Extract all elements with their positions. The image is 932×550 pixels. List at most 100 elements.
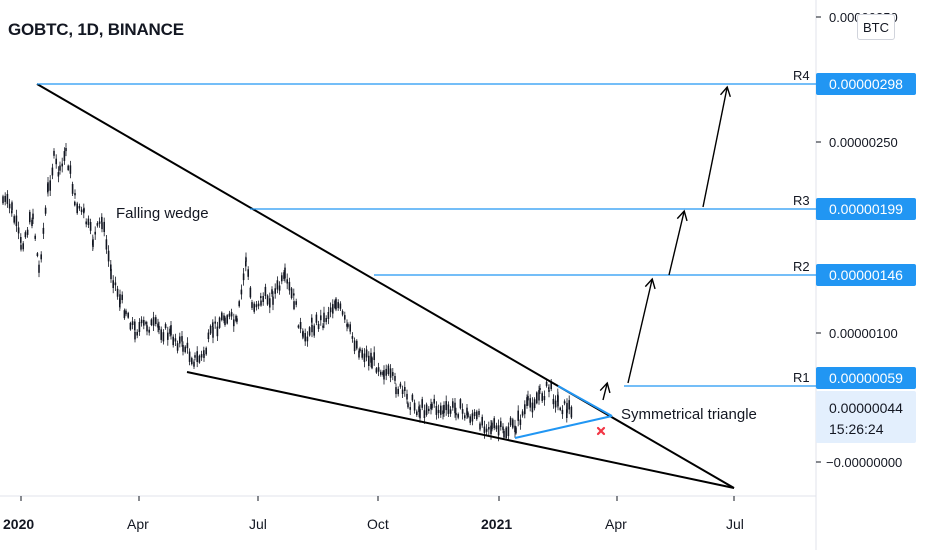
candle-body: [466, 407, 468, 416]
candle-body: [112, 280, 114, 288]
candle-body: [260, 296, 262, 299]
candle-body: [69, 165, 72, 174]
current-price-label[interactable]: 0.00000044 15:26:24: [816, 391, 916, 443]
candle-body: [536, 392, 538, 404]
candle-body: [356, 340, 358, 349]
candle-body: [74, 193, 76, 196]
candle-body: [481, 416, 483, 426]
candle-body: [184, 346, 186, 353]
candle-body: [529, 398, 531, 408]
candle-body: [134, 321, 136, 331]
r2-level-name: R2: [793, 259, 810, 274]
candle-body: [478, 411, 480, 415]
candle-body: [395, 387, 397, 395]
candle-body: [526, 397, 528, 406]
candle-body: [247, 269, 249, 277]
candle-body: [447, 404, 450, 414]
candle-body: [148, 329, 150, 333]
candle-body: [145, 321, 147, 325]
candle-body: [17, 227, 20, 234]
candle-body: [76, 203, 78, 214]
candle-body: [418, 406, 420, 413]
r3-price-label[interactable]: 0.00000199: [816, 198, 916, 220]
candle-body: [249, 287, 252, 298]
candle-body: [493, 418, 495, 429]
candle-body: [512, 419, 514, 428]
candle-body: [509, 417, 512, 426]
wedge-lower-trendline[interactable]: [186, 371, 735, 489]
candle-body: [387, 365, 390, 375]
candle-body: [107, 250, 110, 262]
candle-body: [272, 296, 274, 305]
candle-body: [162, 332, 165, 342]
candle-body: [308, 327, 311, 336]
r4-price-label[interactable]: 0.00000298: [816, 73, 916, 95]
plot-area[interactable]: [0, 0, 816, 496]
arrow-to-r2: [627, 277, 656, 384]
r1-price-label[interactable]: 0.00000059: [816, 367, 916, 389]
candle-body: [238, 301, 240, 307]
candle-body: [327, 312, 330, 319]
candle-body: [368, 355, 370, 366]
candle-body: [313, 325, 315, 336]
candle-body: [116, 288, 119, 297]
candle-body: [320, 315, 322, 321]
candle-body: [557, 395, 559, 407]
candle-body: [286, 279, 288, 284]
time-tick-label: Apr: [127, 516, 149, 532]
candle-body: [214, 321, 216, 324]
candle-body: [131, 321, 134, 325]
arrow-to-r4: [702, 85, 731, 208]
candle-body: [170, 325, 172, 336]
candle-body: [140, 319, 143, 324]
candle-body: [186, 342, 189, 349]
triangle-upper-line[interactable]: [557, 385, 613, 417]
time-tick-label: Apr: [605, 516, 627, 532]
candle-body: [152, 317, 155, 326]
candle-body: [203, 354, 205, 358]
candle-body: [461, 409, 464, 414]
candle-body: [167, 332, 169, 340]
currency-button[interactable]: BTC: [857, 14, 895, 40]
time-axis[interactable]: 2020 Apr Jul Oct 2021 Apr Jul: [3, 496, 744, 532]
candle-body: [430, 404, 432, 410]
candle-body: [89, 222, 92, 231]
candle-body: [335, 298, 337, 310]
candle-body: [538, 390, 540, 401]
candle-body: [382, 371, 384, 375]
candle-body: [449, 409, 452, 414]
candle-body: [129, 322, 132, 330]
candle-body: [527, 396, 529, 401]
candle-body: [61, 163, 63, 167]
candle-body: [323, 312, 325, 323]
candle-body: [302, 331, 304, 338]
candle-body: [164, 324, 167, 328]
candlestick-series: [2, 143, 573, 442]
candle-body: [47, 182, 49, 192]
candle-body: [207, 332, 210, 339]
r2-price-label[interactable]: 0.00000146: [816, 264, 916, 286]
candle-body: [150, 319, 153, 325]
svg-text:0.00000146: 0.00000146: [829, 267, 903, 283]
candle-body: [271, 289, 273, 294]
time-tick-label: Jul: [726, 516, 744, 532]
candle-body: [552, 398, 555, 405]
wedge-upper-trendline[interactable]: [36, 83, 735, 489]
candle-body: [568, 400, 570, 410]
triangle-lower-line[interactable]: [514, 415, 613, 439]
candle-body: [44, 207, 47, 214]
candle-body: [134, 332, 136, 340]
candle-body: [119, 294, 121, 305]
candle-body: [445, 401, 447, 411]
candle-body: [103, 221, 105, 232]
candle-body: [42, 227, 45, 234]
candle-body: [63, 151, 66, 161]
svg-text:0.00000199: 0.00000199: [829, 201, 903, 217]
time-tick-label: Oct: [367, 516, 389, 532]
candle-body: [74, 201, 76, 206]
candle-body: [196, 351, 198, 362]
candle-body: [311, 325, 313, 333]
candle-body: [53, 150, 55, 156]
candle-body: [505, 427, 507, 438]
